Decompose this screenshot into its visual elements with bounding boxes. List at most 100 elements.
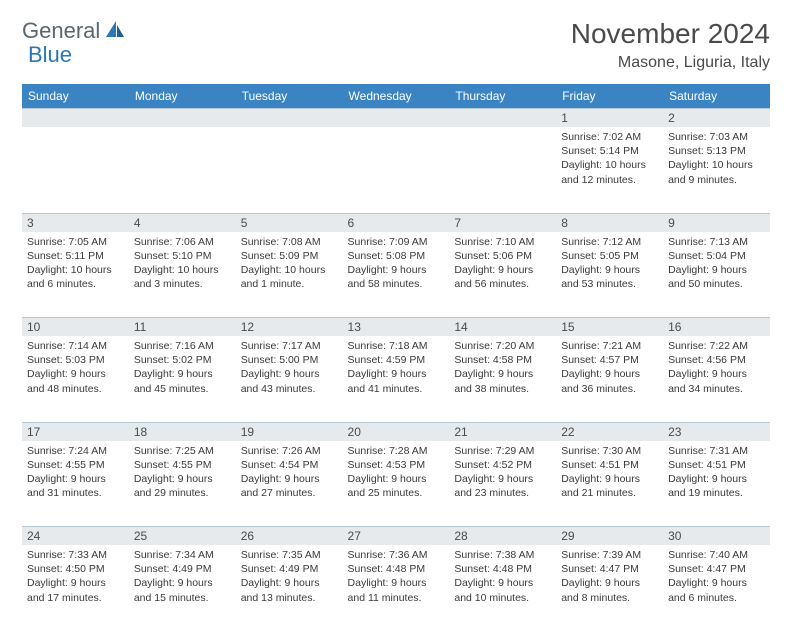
sunset-text: Sunset: 4:48 PM — [348, 562, 445, 576]
day-cell: Sunrise: 7:40 AMSunset: 4:47 PMDaylight:… — [663, 545, 770, 631]
day-cell: Sunrise: 7:29 AMSunset: 4:52 PMDaylight:… — [449, 441, 556, 527]
daylight-text: Daylight: 9 hours and 8 minutes. — [561, 576, 658, 604]
sunrise-text: Sunrise: 7:09 AM — [348, 235, 445, 249]
day-number: 21 — [449, 422, 556, 441]
day-cell: Sunrise: 7:16 AMSunset: 5:02 PMDaylight:… — [129, 336, 236, 422]
day-cell: Sunrise: 7:35 AMSunset: 4:49 PMDaylight:… — [236, 545, 343, 631]
day-cell: Sunrise: 7:22 AMSunset: 4:56 PMDaylight:… — [663, 336, 770, 422]
day-cell: Sunrise: 7:06 AMSunset: 5:10 PMDaylight:… — [129, 232, 236, 318]
daylight-text: Daylight: 9 hours and 34 minutes. — [668, 367, 765, 395]
day-number: 28 — [449, 527, 556, 546]
title-block: November 2024 Masone, Liguria, Italy — [571, 18, 770, 72]
sunrise-text: Sunrise: 7:31 AM — [668, 444, 765, 458]
day-number: 16 — [663, 318, 770, 337]
daylight-text: Daylight: 9 hours and 21 minutes. — [561, 472, 658, 500]
daynum-row: 12 — [22, 109, 770, 128]
sunrise-text: Sunrise: 7:10 AM — [454, 235, 551, 249]
day-number: 13 — [343, 318, 450, 337]
daylight-text: Daylight: 9 hours and 27 minutes. — [241, 472, 338, 500]
day-cell: Sunrise: 7:38 AMSunset: 4:48 PMDaylight:… — [449, 545, 556, 631]
daylight-text: Daylight: 9 hours and 41 minutes. — [348, 367, 445, 395]
day-number: 12 — [236, 318, 343, 337]
daylight-text: Daylight: 9 hours and 31 minutes. — [27, 472, 124, 500]
sunset-text: Sunset: 5:10 PM — [134, 249, 231, 263]
sunset-text: Sunset: 4:49 PM — [134, 562, 231, 576]
sunrise-text: Sunrise: 7:05 AM — [27, 235, 124, 249]
day-number: 5 — [236, 213, 343, 232]
day-header: Wednesday — [343, 84, 450, 109]
day-number: 2 — [663, 109, 770, 128]
day-cell — [236, 127, 343, 213]
sunrise-text: Sunrise: 7:12 AM — [561, 235, 658, 249]
sunset-text: Sunset: 5:00 PM — [241, 353, 338, 367]
day-cell: Sunrise: 7:10 AMSunset: 5:06 PMDaylight:… — [449, 232, 556, 318]
sunrise-text: Sunrise: 7:30 AM — [561, 444, 658, 458]
sunrise-text: Sunrise: 7:17 AM — [241, 339, 338, 353]
daynum-row: 3456789 — [22, 213, 770, 232]
daylight-text: Daylight: 9 hours and 50 minutes. — [668, 263, 765, 291]
sunset-text: Sunset: 5:05 PM — [561, 249, 658, 263]
day-header: Tuesday — [236, 84, 343, 109]
sunrise-text: Sunrise: 7:26 AM — [241, 444, 338, 458]
sunrise-text: Sunrise: 7:13 AM — [668, 235, 765, 249]
day-header: Thursday — [449, 84, 556, 109]
day-number: 1 — [556, 109, 663, 128]
sunrise-text: Sunrise: 7:14 AM — [27, 339, 124, 353]
day-number — [343, 109, 450, 128]
sunrise-text: Sunrise: 7:25 AM — [134, 444, 231, 458]
sunrise-text: Sunrise: 7:22 AM — [668, 339, 765, 353]
sunset-text: Sunset: 4:56 PM — [668, 353, 765, 367]
daynum-row: 10111213141516 — [22, 318, 770, 337]
day-number: 29 — [556, 527, 663, 546]
daylight-text: Daylight: 9 hours and 45 minutes. — [134, 367, 231, 395]
day-cell — [449, 127, 556, 213]
day-header: Saturday — [663, 84, 770, 109]
day-cell — [343, 127, 450, 213]
calendar-table: SundayMondayTuesdayWednesdayThursdayFrid… — [22, 84, 770, 631]
sunrise-text: Sunrise: 7:28 AM — [348, 444, 445, 458]
day-cell: Sunrise: 7:25 AMSunset: 4:55 PMDaylight:… — [129, 441, 236, 527]
day-cell: Sunrise: 7:03 AMSunset: 5:13 PMDaylight:… — [663, 127, 770, 213]
sunset-text: Sunset: 5:03 PM — [27, 353, 124, 367]
daylight-text: Daylight: 9 hours and 19 minutes. — [668, 472, 765, 500]
day-header-row: SundayMondayTuesdayWednesdayThursdayFrid… — [22, 84, 770, 109]
sunset-text: Sunset: 5:14 PM — [561, 144, 658, 158]
day-cell: Sunrise: 7:30 AMSunset: 4:51 PMDaylight:… — [556, 441, 663, 527]
day-number: 19 — [236, 422, 343, 441]
location-label: Masone, Liguria, Italy — [571, 54, 770, 72]
sunset-text: Sunset: 4:55 PM — [134, 458, 231, 472]
day-cell — [129, 127, 236, 213]
daylight-text: Daylight: 9 hours and 17 minutes. — [27, 576, 124, 604]
day-number: 6 — [343, 213, 450, 232]
header: General November 2024 Masone, Liguria, I… — [22, 18, 770, 72]
sunrise-text: Sunrise: 7:16 AM — [134, 339, 231, 353]
sunset-text: Sunset: 4:59 PM — [348, 353, 445, 367]
sunset-text: Sunset: 4:51 PM — [561, 458, 658, 472]
day-number: 10 — [22, 318, 129, 337]
sunset-text: Sunset: 4:52 PM — [454, 458, 551, 472]
daylight-text: Daylight: 9 hours and 56 minutes. — [454, 263, 551, 291]
day-cell: Sunrise: 7:18 AMSunset: 4:59 PMDaylight:… — [343, 336, 450, 422]
day-cell: Sunrise: 7:09 AMSunset: 5:08 PMDaylight:… — [343, 232, 450, 318]
daylight-text: Daylight: 9 hours and 6 minutes. — [668, 576, 765, 604]
daylight-text: Daylight: 10 hours and 9 minutes. — [668, 158, 765, 186]
sunrise-text: Sunrise: 7:06 AM — [134, 235, 231, 249]
sunset-text: Sunset: 4:58 PM — [454, 353, 551, 367]
logo-text-general: General — [22, 18, 100, 44]
month-title: November 2024 — [571, 18, 770, 50]
day-number: 26 — [236, 527, 343, 546]
sunrise-text: Sunrise: 7:18 AM — [348, 339, 445, 353]
day-number: 3 — [22, 213, 129, 232]
daylight-text: Daylight: 9 hours and 23 minutes. — [454, 472, 551, 500]
sunset-text: Sunset: 5:08 PM — [348, 249, 445, 263]
daylight-text: Daylight: 10 hours and 6 minutes. — [27, 263, 124, 291]
day-cell: Sunrise: 7:34 AMSunset: 4:49 PMDaylight:… — [129, 545, 236, 631]
sunset-text: Sunset: 4:47 PM — [668, 562, 765, 576]
day-cell: Sunrise: 7:39 AMSunset: 4:47 PMDaylight:… — [556, 545, 663, 631]
sunset-text: Sunset: 4:54 PM — [241, 458, 338, 472]
sunset-text: Sunset: 5:06 PM — [454, 249, 551, 263]
daylight-text: Daylight: 9 hours and 10 minutes. — [454, 576, 551, 604]
day-cell: Sunrise: 7:08 AMSunset: 5:09 PMDaylight:… — [236, 232, 343, 318]
day-number: 27 — [343, 527, 450, 546]
daylight-text: Daylight: 10 hours and 3 minutes. — [134, 263, 231, 291]
